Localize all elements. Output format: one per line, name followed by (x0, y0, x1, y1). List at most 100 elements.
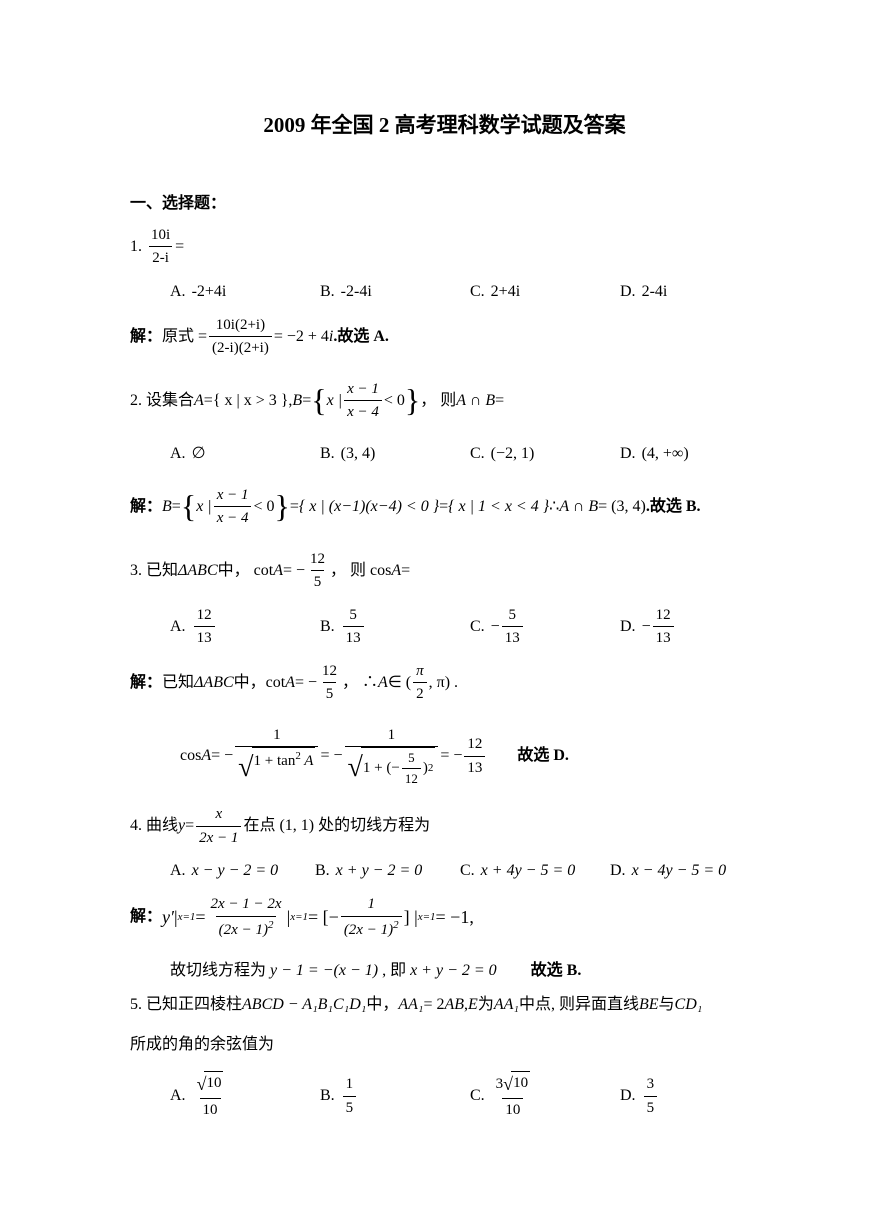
q4-answer-2: 故切线方程为 y − 1 = −(x − 1) , 即 x + y − 2 = … (170, 959, 759, 983)
q3a1-Ain: A (378, 671, 388, 695)
q2a-set2: { x | (x−1)(x−4) < 0 } (299, 495, 439, 519)
q2a-set3: { x | 1 < x < 4 } (448, 495, 549, 519)
q5-cd: 10 (502, 1098, 523, 1122)
q1-opt-b: -2-4i (341, 280, 372, 304)
q3a2-f3d: 13 (464, 756, 485, 780)
q5-cc: 3 (496, 1076, 504, 1092)
section-heading: 一、选择题： (130, 192, 759, 216)
q1-opt-a: -2+4i (192, 280, 227, 304)
q3a2-f1d-pre: 1 + tan (254, 753, 296, 769)
rbrace-icon: } (275, 494, 290, 520)
opt-label: D. (610, 859, 626, 883)
q3-answer-1: 解： 已知 ΔABC 中，cot A = − 12 5 ， ∴ A ∈ ( π … (130, 660, 759, 706)
sqrt-icon: 1 + (−512)2 (348, 747, 436, 789)
q3a2-A: A (201, 744, 211, 768)
q3-mid2: ， 则 cos (330, 559, 391, 583)
q4a-post2: ] | (404, 904, 418, 931)
q3a2-eq3: = − (440, 744, 462, 768)
q4a-f1s: 2 (268, 919, 274, 931)
q5-bd: 5 (343, 1096, 357, 1120)
q2-setB-num: x − 1 (344, 378, 382, 401)
opt-label: C. (470, 1084, 485, 1108)
q4a-f2n: 1 (364, 893, 378, 916)
opt-label: A. (170, 859, 186, 883)
q3a2-end: 故选 D. (517, 744, 569, 768)
q5-mid1: 中， (366, 993, 398, 1017)
q4a-eq1: = (195, 904, 205, 931)
q4a2-eq: y − 1 = −(x − 1) (270, 962, 378, 979)
q4a-f1d: (2x − 1) (219, 922, 268, 938)
q3a2-eq1: = − (211, 744, 233, 768)
q1-num: 1. (130, 235, 142, 259)
q3-f1n: 12 (307, 548, 328, 571)
opt-label: A. (170, 280, 186, 304)
q3-pre: 已知 (146, 559, 178, 583)
q3a1-fd: 5 (323, 682, 337, 706)
q4a2-end: 故选 B. (531, 962, 582, 979)
q4-od: x − 4y − 5 = 0 (632, 859, 727, 883)
q4a-eq2: = [− (308, 904, 339, 931)
q3a2-f2-sup: 2 (428, 760, 434, 777)
q2a-val: = (3, 4) (598, 495, 646, 519)
q5-dd: 5 (644, 1096, 658, 1120)
q3a1-pin: π (413, 660, 427, 683)
q5-mid4: 中点, 则异面直线 (519, 993, 639, 1017)
q3-num: 3. (130, 559, 142, 583)
q3-A1: A (273, 559, 283, 583)
q5-eq: = 2 (423, 993, 444, 1017)
q1-ans-fnum: 10i(2+i) (213, 314, 268, 337)
q3a2-eq2: = − (320, 744, 342, 768)
q2a-eq1b: = (290, 495, 299, 519)
opt-label: D. (620, 615, 636, 639)
q3a2-f2d-pre: 1 + (− (363, 757, 400, 780)
q4a-f2s: 2 (393, 919, 399, 931)
question-4: 4. 曲线 y = x 2x − 1 在点 (1, 1) 处的切线方程为 A.x… (130, 803, 759, 883)
q1-answer: 解： 原式 = 10i(2+i) (2-i)(2+i) = −2 + 4 i .… (130, 314, 759, 360)
q1-frac-num: 10i (148, 224, 173, 247)
opt-label: C. (470, 442, 485, 466)
q2a-AiB: A ∩ B (559, 495, 598, 519)
q3a1-fn: 12 (319, 660, 340, 683)
q3a1-tri: ΔABC (194, 671, 234, 695)
q5-mid5: 与 (659, 993, 675, 1017)
q3a1-mid: 中，cot (234, 671, 286, 695)
q4a-eq3: = −1 (436, 904, 470, 931)
q4a2-pre: 故切线方程为 (170, 962, 270, 979)
q3a1-pre: 已知 (162, 671, 194, 695)
q3a1-A: A (285, 671, 295, 695)
q3a2-cos: cos (180, 744, 201, 768)
q5-BE: BE (639, 993, 659, 1017)
opt-label: B. (320, 280, 335, 304)
q2-opt-b: (3, 4) (341, 442, 376, 466)
q5-an: 10 (204, 1071, 223, 1095)
q3a2-in-n: 5 (405, 748, 418, 768)
q2-setA: { x | x > 3 } (213, 389, 289, 413)
q3-sd: − (642, 615, 651, 639)
rbrace-icon: } (405, 388, 420, 414)
q1-ans-end: .故选 A. (333, 325, 389, 349)
q3a2-f3n: 12 (464, 733, 485, 756)
opt-label: D. (620, 1084, 636, 1108)
q3a1-comma: ， ∴ (342, 671, 378, 695)
q5-cn: 10 (511, 1071, 530, 1095)
q4-answer: 解： y′ | x=1 = 2x − 1 − 2x (2x − 1)2 | x=… (130, 893, 759, 941)
q3a2-in-d: 12 (402, 768, 421, 789)
q4-mid: 在点 (1, 1) 处的切线方程为 (243, 814, 430, 838)
q2-answer: 解： B = { x | x − 1 x − 4 < 0 } = { x | (… (130, 484, 759, 530)
q2a-setB-post: < 0 (253, 495, 274, 519)
q2-pre: 设集合 (146, 389, 194, 413)
opt-label: B. (320, 615, 335, 639)
q3a2-f1d-A: A (301, 753, 314, 769)
q3-dn: 12 (653, 604, 674, 627)
q2a-setB-den: x − 4 (214, 506, 252, 530)
ans-label: 解： (130, 671, 162, 695)
q5-bn: 1 (343, 1073, 357, 1096)
opt-label: D. (620, 442, 636, 466)
q5-AA1: AA₁ (398, 993, 423, 1017)
q2-setB-den: x − 4 (344, 400, 382, 424)
q3-cn: 5 (505, 604, 519, 627)
q3-tri: ΔABC (178, 559, 218, 583)
q5-AA1b: AA₁ (494, 993, 519, 1017)
q2-num: 2. (130, 389, 142, 413)
q3-answer-2: cos A = − 1 1 + tan2 A = − 1 1 + (−512)2… (180, 724, 759, 790)
